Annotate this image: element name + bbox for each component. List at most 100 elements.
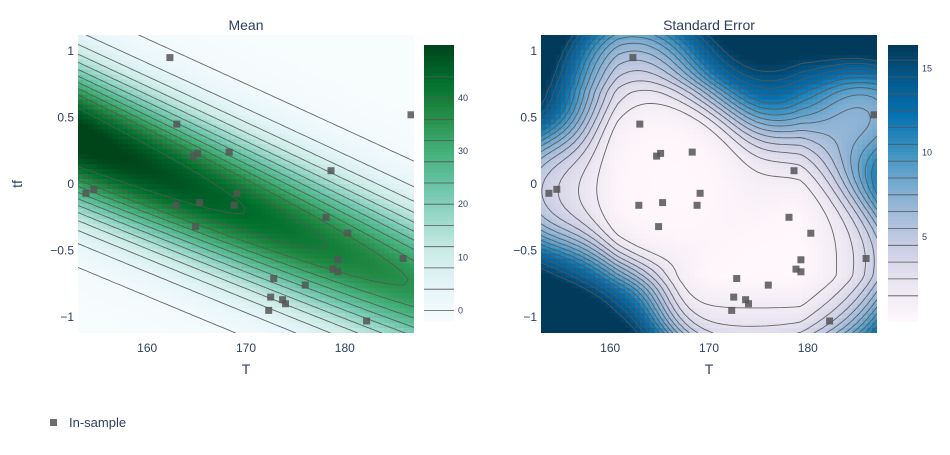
heatmap-cell [340, 159, 346, 165]
heatmap-cell [261, 50, 267, 56]
heatmap-cell [216, 189, 222, 195]
heatmap-cell [330, 234, 336, 240]
heatmap-cell [162, 65, 168, 71]
heatmap-cell [226, 105, 232, 111]
heatmap-cell [221, 80, 227, 86]
heatmap-cell [389, 40, 395, 46]
heatmap-cell [281, 204, 287, 210]
heatmap-cell [360, 60, 366, 66]
heatmap-cell [867, 70, 873, 76]
heatmap-cell [404, 119, 410, 125]
heatmap-cell [399, 268, 405, 274]
heatmap-cell [325, 234, 331, 240]
heatmap-cell [286, 65, 292, 71]
heatmap-cell [182, 169, 188, 175]
heatmap-cell [305, 298, 311, 304]
heatmap-cell [206, 50, 212, 56]
heatmap-cell [305, 249, 311, 255]
heatmap-cell [345, 70, 351, 76]
heatmap-cell [340, 40, 346, 46]
heatmap-cell [103, 159, 109, 165]
heatmap-cell [202, 209, 208, 215]
heatmap-cell [409, 40, 415, 46]
heatmap-cell [231, 50, 237, 56]
heatmap-cell [355, 154, 361, 160]
heatmap-cell [862, 35, 868, 41]
heatmap-cell [266, 35, 272, 41]
heatmap-cell [167, 283, 173, 289]
heatmap-cell [340, 303, 346, 309]
heatmap-cell [310, 50, 316, 56]
colorbar-segment [424, 211, 454, 215]
heatmap-cell [310, 119, 316, 125]
heatmap-cell [813, 35, 819, 41]
heatmap-cell [305, 144, 311, 150]
heatmap-cell [335, 283, 341, 289]
heatmap-cell [286, 144, 292, 150]
heatmap-cell [325, 55, 331, 61]
heatmap-cell [404, 95, 410, 101]
heatmap-cell [147, 298, 153, 304]
heatmap-cell [320, 70, 326, 76]
heatmap-cell [335, 55, 341, 61]
heatmap-cell [384, 254, 390, 260]
heatmap-cell [137, 323, 143, 329]
heatmap-cell [221, 273, 227, 279]
heatmap-cell [305, 40, 311, 46]
heatmap-cell [177, 313, 183, 319]
heatmap-cell [335, 80, 341, 86]
heatmap-cell [719, 35, 725, 41]
heatmap-cell [409, 224, 415, 230]
heatmap-cell [182, 70, 188, 76]
heatmap-cell [246, 199, 252, 205]
heatmap-cell [83, 323, 89, 329]
heatmap-cell [305, 90, 311, 96]
heatmap-cell [389, 105, 395, 111]
in-sample-point [400, 255, 407, 262]
heatmap-cell [172, 318, 178, 324]
heatmap-cell [389, 124, 395, 130]
heatmap-cell [350, 55, 356, 61]
heatmap-cell [177, 164, 183, 170]
heatmap-cell [404, 124, 410, 130]
heatmap-cell [88, 239, 94, 245]
heatmap-cell [251, 119, 257, 125]
heatmap-cell [88, 159, 94, 165]
colorbar-segment [424, 218, 454, 222]
heatmap-cell [320, 95, 326, 101]
heatmap-cell [833, 45, 839, 51]
heatmap-cell [862, 60, 868, 66]
heatmap-cell [370, 204, 376, 210]
heatmap-cell [300, 80, 306, 86]
heatmap-cell [93, 129, 99, 135]
heatmap-cell [113, 40, 119, 46]
heatmap-cell [778, 35, 784, 41]
heatmap-cell [370, 85, 376, 91]
heatmap-cell [399, 100, 405, 106]
heatmap-cell [290, 209, 296, 215]
heatmap-cell [556, 45, 562, 51]
heatmap-cell [345, 40, 351, 46]
heatmap-cell [98, 159, 104, 165]
heatmap-cell [315, 100, 321, 106]
heatmap-cell [271, 35, 277, 41]
heatmap-cell [818, 55, 824, 61]
heatmap-cell [360, 129, 366, 135]
heatmap-cell [93, 40, 99, 46]
heatmap-cell [330, 114, 336, 120]
heatmap-cell [98, 259, 104, 265]
heatmap-cell [88, 164, 94, 170]
heatmap-cell [778, 40, 784, 46]
heatmap-cell [206, 328, 212, 334]
heatmap-cell [251, 199, 257, 205]
heatmap-cell [615, 70, 621, 76]
heatmap-cell [325, 124, 331, 130]
heatmap-cell [399, 129, 405, 135]
colorbar-segment [424, 197, 454, 201]
heatmap-cell [379, 209, 385, 215]
heatmap-cell [350, 85, 356, 91]
heatmap-cell [241, 318, 247, 324]
heatmap-cell [98, 308, 104, 314]
heatmap-cell [197, 189, 203, 195]
heatmap-cell [132, 259, 138, 265]
